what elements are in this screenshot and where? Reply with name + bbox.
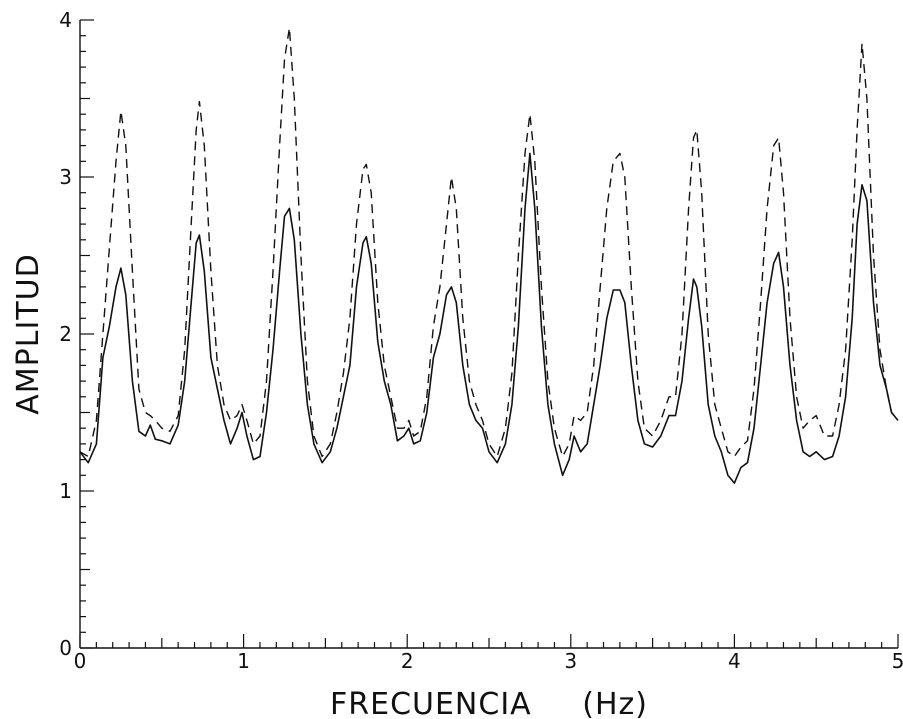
y-tick-label: 3 [59,165,72,189]
x-tick-label: 5 [892,649,903,673]
x-tick-label: 4 [728,649,741,673]
tick-labels: 0 1 2 3 4 5 0 1 2 3 4 [59,8,903,673]
x-tick-label: 0 [74,649,87,673]
x-tick-label: 1 [237,649,250,673]
x-axis-unit: (Hz) [582,687,648,719]
y-tick-label: 0 [59,636,72,660]
y-axis-title: AMPLITUD [11,253,46,414]
dashed-series-line [79,27,899,458]
axis-ticks [79,19,899,649]
x-tick-label: 2 [401,649,414,673]
y-tick-label: 2 [59,322,72,346]
y-tick-label: 4 [59,8,72,32]
series-group [79,27,899,484]
x-axis-title: FRECUENCIA (Hz) [330,687,648,719]
axes [79,20,898,649]
solid-series-line [79,152,899,484]
x-axis-label: FRECUENCIA [330,687,532,719]
y-tick-label: 1 [59,479,72,503]
x-tick-label: 3 [564,649,577,673]
